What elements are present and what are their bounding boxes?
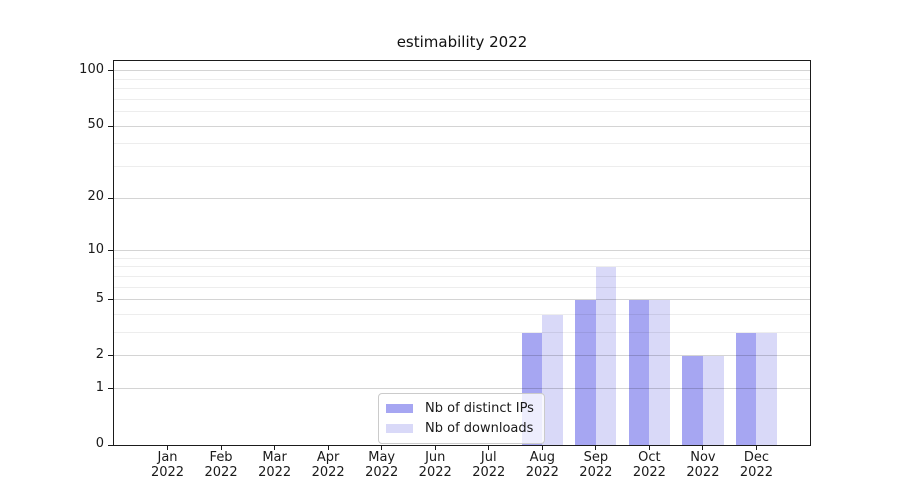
y-tick-10: [108, 250, 113, 252]
x-tick-label-feb: Feb 2022: [191, 450, 251, 480]
y-tick-label-1: 1: [95, 379, 104, 395]
x-tick-label-month: Jun: [425, 450, 446, 465]
x-tick-label-month: Mar: [262, 450, 287, 465]
x-tick-sep: [595, 445, 597, 450]
x-tick-label-year: 2022: [739, 465, 773, 480]
bar-aug-downloads: [542, 314, 563, 445]
legend-swatch-downloads: [386, 424, 413, 433]
x-tick-label-month: Oct: [638, 450, 661, 465]
y-tick-0: [108, 444, 113, 446]
x-tick-label-sep: Sep 2022: [566, 450, 626, 480]
bar-oct-distinct-ips: [628, 299, 650, 445]
chart-title: estimability 2022: [396, 33, 528, 51]
legend-label-distinct-ips: Nb of distinct IPs: [425, 401, 534, 416]
x-tick-label-oct: Oct 2022: [619, 450, 679, 480]
x-tick-jun: [434, 445, 436, 450]
x-tick-label-aug: Aug 2022: [512, 450, 572, 480]
legend-item-distinct-ips: Nb of distinct IPs: [386, 401, 534, 416]
x-tick-aug: [541, 445, 543, 450]
x-tick-label-year: 2022: [311, 465, 345, 480]
bar-oct-downloads: [649, 299, 670, 445]
x-tick-nov: [702, 445, 704, 450]
x-tick-label-jan: Jan 2022: [138, 450, 198, 480]
x-tick-feb: [220, 445, 222, 450]
x-tick-apr: [327, 445, 329, 450]
x-tick-label-month: Nov: [690, 450, 716, 465]
x-tick-jul: [488, 445, 490, 450]
bars-layer: [114, 61, 810, 445]
legend: Nb of distinct IPs Nb of downloads: [378, 393, 545, 444]
x-tick-label-month: Dec: [743, 450, 770, 465]
y-tick-label-10: 10: [87, 241, 104, 257]
x-tick-label-year: 2022: [365, 465, 399, 480]
x-tick-label-year: 2022: [258, 465, 292, 480]
x-tick-label-year: 2022: [525, 465, 559, 480]
bar-dec-distinct-ips: [735, 332, 757, 445]
y-tick-label-50: 50: [87, 117, 104, 133]
x-tick-label-dec: Dec 2022: [726, 450, 786, 480]
y-tick-2: [108, 355, 113, 357]
x-tick-label-year: 2022: [579, 465, 613, 480]
bar-nov-downloads: [702, 355, 724, 445]
x-tick-label-month: Aug: [529, 450, 555, 465]
y-axis-tick-labels: 0 1 2 5 10 20 50 100: [0, 60, 104, 452]
y-tick-1: [108, 388, 113, 390]
x-tick-label-year: 2022: [150, 465, 185, 480]
x-tick-label-month: Apr: [316, 450, 340, 465]
plot-area: Nb of distinct IPs Nb of downloads: [108, 60, 811, 450]
x-tick-label-month: May: [368, 450, 396, 465]
x-tick-label-month: Jul: [480, 450, 497, 465]
bar-sep-distinct-ips: [575, 299, 596, 445]
legend-item-downloads: Nb of downloads: [386, 421, 534, 436]
y-tick-label-5: 5: [95, 290, 104, 306]
x-tick-label-month: Jan: [157, 450, 178, 465]
x-axis-tick-labels: Jan 2022 Feb 2022 Mar 2022 Apr 2022 May 2022 Jun 20…: [114, 450, 811, 490]
y-tick-100: [108, 70, 113, 72]
x-tick-label-month: Feb: [209, 450, 233, 465]
x-tick-label-month: Sep: [583, 450, 609, 465]
x-tick-label-year: 2022: [686, 465, 720, 480]
bar-nov-distinct-ips: [682, 355, 703, 445]
y-tick-label-20: 20: [87, 189, 104, 205]
x-tick-label-may: May 2022: [352, 450, 412, 480]
x-tick-dec: [755, 445, 757, 450]
x-tick-label-nov: Nov 2022: [673, 450, 733, 480]
bar-sep-downloads: [595, 266, 617, 445]
x-tick-label-year: 2022: [204, 465, 238, 480]
x-tick-mar: [274, 445, 276, 450]
legend-swatch-distinct-ips: [386, 404, 413, 413]
y-tick-label-2: 2: [95, 346, 104, 362]
x-tick-jan: [167, 445, 169, 450]
bar-dec-downloads: [756, 332, 778, 445]
x-tick-label-mar: Mar 2022: [245, 450, 305, 480]
x-tick-label-year: 2022: [418, 465, 452, 480]
x-tick-label-year: 2022: [472, 465, 506, 480]
y-tick-label-0: 0: [95, 436, 104, 451]
x-tick-may: [381, 445, 383, 450]
x-tick-label-apr: Apr 2022: [298, 450, 358, 480]
x-tick-label-jun: Jun 2022: [405, 450, 465, 480]
y-tick-50: [108, 125, 113, 127]
y-tick-5: [108, 299, 113, 301]
y-tick-label-100: 100: [79, 61, 104, 77]
x-tick-label-jul: Jul 2022: [459, 450, 519, 480]
y-tick-20: [108, 197, 113, 199]
legend-label-downloads: Nb of downloads: [425, 421, 534, 436]
x-tick-oct: [648, 445, 650, 450]
x-tick-label-year: 2022: [632, 465, 666, 480]
